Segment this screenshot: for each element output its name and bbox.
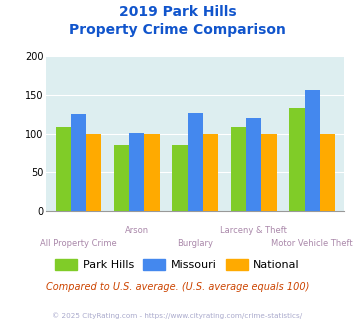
- Bar: [203, 134, 218, 211]
- Bar: [173, 145, 188, 211]
- Text: Motor Vehicle Theft: Motor Vehicle Theft: [271, 239, 353, 248]
- Bar: [188, 113, 203, 211]
- Bar: [114, 145, 129, 211]
- Bar: [320, 134, 335, 211]
- Bar: [231, 127, 246, 211]
- Legend: Park Hills, Missouri, National: Park Hills, Missouri, National: [51, 255, 304, 275]
- Bar: [144, 134, 160, 211]
- Text: 2019 Park Hills: 2019 Park Hills: [119, 5, 236, 19]
- Bar: [305, 90, 320, 211]
- Text: Burglary: Burglary: [177, 239, 213, 248]
- Bar: [55, 127, 71, 211]
- Bar: [246, 118, 261, 211]
- Bar: [129, 133, 144, 211]
- Text: © 2025 CityRating.com - https://www.cityrating.com/crime-statistics/: © 2025 CityRating.com - https://www.city…: [53, 312, 302, 318]
- Bar: [71, 114, 86, 211]
- Text: Arson: Arson: [125, 226, 149, 235]
- Text: Compared to U.S. average. (U.S. average equals 100): Compared to U.S. average. (U.S. average …: [46, 282, 309, 292]
- Bar: [261, 134, 277, 211]
- Text: Property Crime Comparison: Property Crime Comparison: [69, 23, 286, 37]
- Text: Larceny & Theft: Larceny & Theft: [220, 226, 287, 235]
- Text: All Property Crime: All Property Crime: [40, 239, 117, 248]
- Bar: [289, 108, 305, 211]
- Bar: [86, 134, 101, 211]
